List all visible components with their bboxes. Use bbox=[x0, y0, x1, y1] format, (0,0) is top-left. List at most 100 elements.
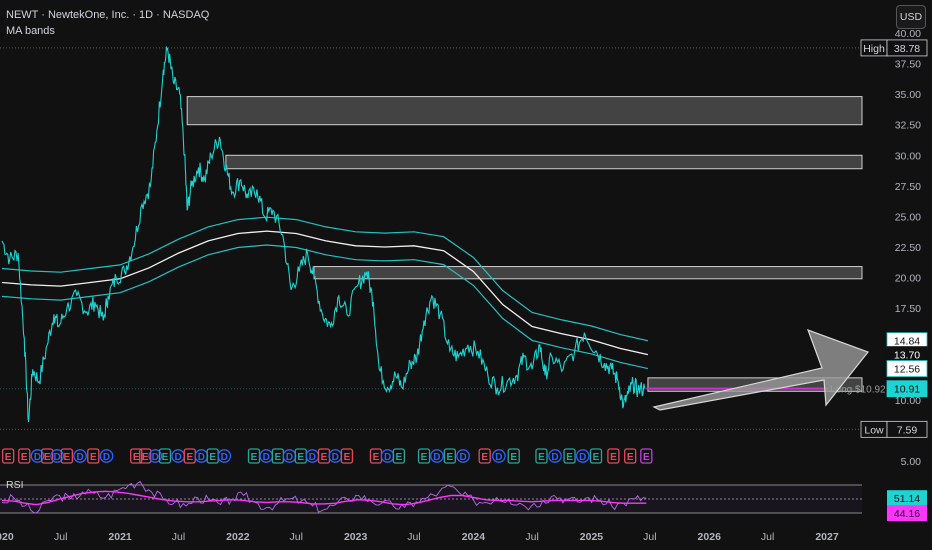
zone-2 bbox=[225, 154, 863, 170]
event-marker-35[interactable]: E bbox=[478, 448, 491, 464]
x-tick-label: 2027 bbox=[815, 531, 839, 543]
event-marker-30[interactable]: E bbox=[392, 448, 406, 464]
event-marker-12[interactable]: D bbox=[148, 449, 163, 463]
price-label-box bbox=[886, 360, 928, 377]
event-kind: D bbox=[76, 452, 83, 463]
event-marker-1[interactable]: E bbox=[1, 448, 15, 464]
event-marker-40[interactable]: E bbox=[563, 448, 576, 464]
earnings-icon bbox=[507, 448, 520, 464]
price-label-value: 10.91 bbox=[894, 384, 920, 396]
event-marker-6[interactable]: E bbox=[60, 448, 74, 464]
event-marker-5[interactable]: D bbox=[50, 449, 65, 463]
earnings-icon bbox=[41, 448, 54, 464]
event-kind: E bbox=[90, 452, 97, 463]
event-kind: E bbox=[64, 452, 71, 463]
event-marker-37[interactable]: E bbox=[507, 448, 520, 464]
event-kind: E bbox=[162, 452, 169, 463]
earnings-icon bbox=[1, 448, 15, 464]
projection-arrow-shape bbox=[652, 328, 869, 411]
rsi-value: 51.14 bbox=[894, 493, 920, 505]
y-tick-label: 27.50 bbox=[895, 181, 921, 193]
event-marker-33[interactable]: E bbox=[443, 448, 456, 464]
event-kind: D bbox=[263, 452, 270, 463]
time-axis[interactable]: 2020 Jul 2021 Jul 2022 Jul 2023 Jul 2024 Jul 2025 J… bbox=[0, 531, 839, 543]
event-marker-45[interactable]: E bbox=[640, 448, 653, 464]
y-tick-label: 30.00 bbox=[895, 150, 921, 162]
rsi-ma-value: 44.16 bbox=[894, 508, 920, 520]
earnings-icon bbox=[417, 448, 431, 464]
x-tick-label: 2020 bbox=[0, 531, 14, 543]
event-marker-41[interactable]: D bbox=[575, 449, 590, 463]
earnings-icon bbox=[18, 448, 31, 464]
event-marker-3[interactable]: D bbox=[30, 449, 45, 463]
event-marker-2[interactable]: E bbox=[18, 448, 31, 464]
event-kind: D bbox=[198, 452, 205, 463]
price-line bbox=[1, 46, 646, 422]
event-kind: E bbox=[396, 452, 403, 463]
price-label-3: 13.70 bbox=[886, 346, 928, 364]
earnings-icon bbox=[589, 448, 603, 464]
earnings-icon bbox=[563, 448, 576, 464]
event-kind: E bbox=[275, 452, 282, 463]
event-kind: E bbox=[133, 452, 140, 463]
price-label-box bbox=[886, 39, 928, 57]
event-kind: E bbox=[321, 452, 328, 463]
dividend-icon bbox=[99, 449, 114, 463]
long-position-label: Long $10.92 bbox=[830, 385, 886, 396]
price-label-value: 38.78 bbox=[894, 43, 920, 55]
event-marker-38[interactable]: E bbox=[535, 448, 548, 464]
event-marker-8[interactable]: E bbox=[87, 448, 100, 464]
price-label-box bbox=[886, 420, 928, 438]
earnings-icon bbox=[535, 448, 548, 464]
event-kind: D bbox=[551, 452, 558, 463]
event-kind: E bbox=[344, 452, 351, 463]
y-tick-label: 35.00 bbox=[895, 89, 921, 101]
event-marker-27[interactable]: E bbox=[340, 448, 354, 464]
rsi-value-box bbox=[887, 490, 927, 507]
event-marker-36[interactable]: D bbox=[492, 449, 506, 463]
price-label-box bbox=[886, 380, 928, 398]
zone-3 bbox=[313, 266, 863, 280]
event-marker-4[interactable]: E bbox=[41, 448, 54, 464]
event-marker-9[interactable]: D bbox=[99, 449, 114, 463]
event-kind: D bbox=[286, 452, 293, 463]
event-marker-42[interactable]: E bbox=[589, 448, 603, 464]
event-kind: D bbox=[459, 452, 466, 463]
y-tick-label: 22.50 bbox=[895, 242, 921, 254]
earnings-icon bbox=[130, 448, 143, 464]
event-kind: E bbox=[251, 452, 258, 463]
rsi-label: RSI bbox=[6, 479, 24, 491]
dividend-icon bbox=[456, 449, 470, 463]
event-marker-18[interactable]: D bbox=[217, 449, 232, 463]
earnings-icon bbox=[624, 448, 637, 464]
event-marker-43[interactable]: E bbox=[607, 448, 620, 464]
price-label-tag: High bbox=[863, 43, 885, 55]
symbol-title[interactable]: NEWT · NewtekOne, Inc. · 1D · NASDAQ bbox=[6, 9, 210, 21]
earnings-icon bbox=[60, 448, 74, 464]
event-marker-31[interactable]: E bbox=[417, 448, 431, 464]
event-marker-11[interactable]: E bbox=[139, 448, 152, 464]
price-label-tag: Low bbox=[864, 424, 884, 436]
x-tick-label: 2023 bbox=[344, 531, 368, 543]
event-marker-34[interactable]: D bbox=[456, 449, 470, 463]
event-kind: D bbox=[103, 452, 110, 463]
earnings-icon bbox=[87, 448, 100, 464]
price-label-1: High 38.78 bbox=[860, 39, 928, 57]
event-marker-32[interactable]: D bbox=[430, 449, 444, 463]
currency-button[interactable]: USD bbox=[896, 5, 926, 29]
event-marker-44[interactable]: E bbox=[624, 448, 637, 464]
event-kind: E bbox=[446, 452, 453, 463]
price-label-value: 12.56 bbox=[894, 364, 920, 376]
event-marker-13[interactable]: E bbox=[158, 448, 172, 464]
event-kind: E bbox=[142, 452, 149, 463]
indicator-name[interactable]: MA bands bbox=[6, 25, 55, 37]
event-kind: E bbox=[481, 452, 488, 463]
event-marker-39[interactable]: D bbox=[548, 449, 562, 463]
y-tick-label: 32.50 bbox=[895, 120, 921, 132]
price-axis[interactable]: 40.00 37.50 35.00 32.50 30.00 27.50 25.00 22.50… bbox=[895, 28, 921, 468]
event-marker-10[interactable]: E bbox=[130, 448, 143, 464]
event-marker-7[interactable]: D bbox=[73, 449, 87, 463]
